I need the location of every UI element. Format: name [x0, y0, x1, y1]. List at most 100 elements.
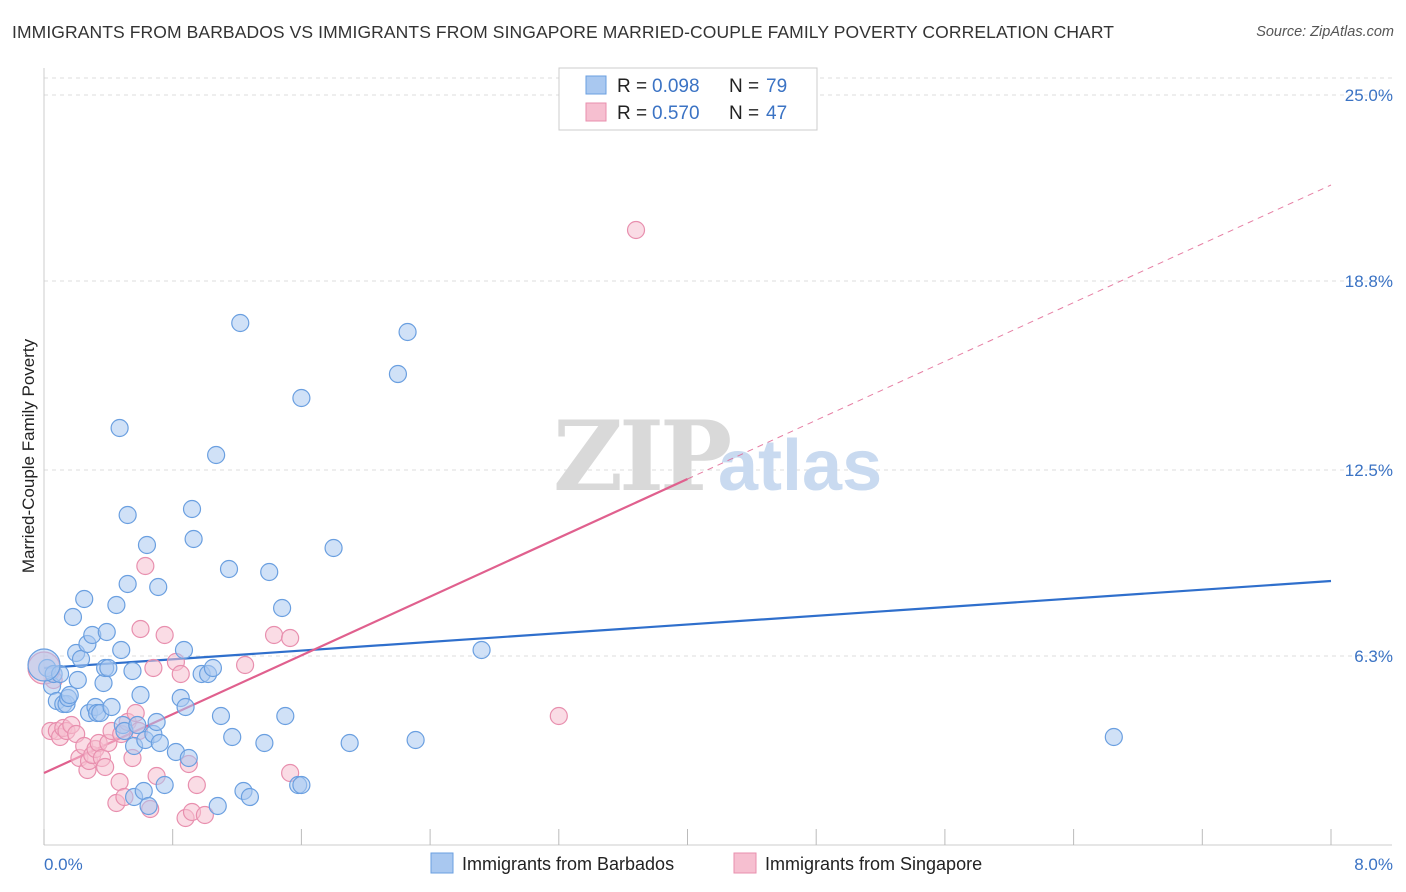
barbados-point: [207, 445, 226, 465]
axes: [43, 68, 1392, 846]
barbados-point: [179, 748, 198, 768]
singapore-point: [626, 220, 646, 240]
singapore-point: [187, 775, 206, 795]
legend-n-label-singapore: N =: [729, 103, 759, 124]
barbados-point: [208, 796, 227, 816]
watermark-atlas: atlas: [718, 426, 882, 506]
singapore-point: [171, 664, 190, 684]
singapore-point: [195, 805, 214, 825]
barbados-point: [128, 715, 147, 735]
legend-r-value-barbados: 0.098: [652, 76, 700, 97]
barbados-point: [255, 733, 274, 753]
legend-swatch-singapore: [585, 102, 607, 122]
singapore-point: [136, 556, 155, 576]
barbados-point: [147, 712, 166, 732]
legend-swatch-barbados: [585, 75, 607, 95]
barbados-point: [472, 640, 491, 660]
legend-n-value-barbados: 79: [766, 76, 787, 97]
x-ticks: [43, 829, 1332, 845]
barbados-point: [240, 787, 260, 807]
barbados-point: [139, 796, 158, 816]
x-tick-label-min: 0.0%: [44, 855, 83, 874]
barbados-point: [388, 364, 408, 384]
singapore-point: [131, 619, 150, 639]
y-tick-label: 25.0%: [1345, 86, 1393, 105]
singapore-point: [144, 658, 163, 678]
bottom-legend-swatch-singapore: [733, 852, 757, 874]
bottom-legend: Immigrants from Barbados Immigrants from…: [430, 852, 982, 874]
top-legend: R = 0.098 N = 79 R = 0.570 N = 47: [558, 67, 818, 131]
barbados-point: [223, 727, 242, 747]
barbados-point: [112, 640, 131, 660]
barbados-point: [134, 781, 153, 801]
barbados-point: [184, 529, 203, 549]
barbados-point: [1104, 727, 1123, 747]
barbados-point: [340, 733, 359, 753]
barbados-point: [219, 559, 239, 579]
barbados-point: [292, 775, 311, 795]
barbados-point: [123, 661, 142, 681]
barbados-point: [150, 733, 169, 753]
y-tick-label: 12.5%: [1345, 461, 1393, 480]
barbados-point: [155, 775, 174, 795]
barbados-point: [68, 670, 87, 690]
barbados-point: [176, 697, 195, 717]
barbados-point: [272, 598, 292, 618]
barbados-point: [118, 574, 137, 594]
barbados-point: [260, 562, 279, 582]
barbados-point: [211, 706, 231, 726]
barbados-point: [174, 640, 194, 660]
barbados-point: [276, 706, 295, 726]
bottom-legend-label-barbados: Immigrants from Barbados: [462, 854, 674, 874]
bottom-legend-swatch-barbados: [430, 852, 454, 874]
y-tick-label: 6.3%: [1354, 647, 1393, 666]
barbados-point: [75, 589, 94, 609]
barbados-point: [110, 418, 129, 438]
barbados-point: [94, 673, 113, 693]
barbados-point: [406, 730, 425, 750]
barbados-point: [118, 505, 137, 525]
source-label: Source: ZipAtlas.com: [1256, 24, 1394, 40]
barbados-point: [292, 388, 311, 408]
legend-r-label-barbados: R =: [617, 76, 647, 97]
singapore-point: [155, 625, 174, 645]
legend-r-label-singapore: R =: [617, 103, 647, 124]
barbados-point: [63, 607, 83, 627]
barbados-point: [107, 595, 126, 615]
barbados-point: [99, 658, 118, 678]
singapore-point: [110, 772, 129, 792]
barbados-point: [231, 313, 250, 333]
barbados-point: [149, 577, 168, 597]
trend-lines: [43, 184, 1332, 775]
singapore-point: [235, 655, 255, 675]
barbados-point: [137, 535, 157, 555]
barbados-point: [71, 649, 91, 669]
barbados-point: [398, 322, 417, 342]
singapore-point: [264, 625, 284, 645]
barbados-point: [27, 648, 61, 682]
singapore-point: [549, 706, 568, 726]
bottom-legend-label-singapore: Immigrants from Singapore: [765, 854, 982, 874]
watermark: ZIP atlas: [553, 400, 882, 513]
grid-lines: [44, 77, 1392, 657]
x-tick-label-max: 8.0%: [1354, 855, 1393, 874]
watermark-zip: ZIP: [553, 400, 730, 513]
chart-title: IMMIGRANTS FROM BARBADOS VS IMMIGRANTS F…: [12, 22, 1115, 42]
singapore-point: [281, 628, 300, 648]
legend-n-label-barbados: N =: [729, 76, 759, 97]
singapore-trend-extension: [687, 184, 1332, 480]
barbados-point: [102, 697, 121, 717]
barbados-point: [182, 499, 202, 519]
barbados-point: [60, 685, 79, 705]
barbados-point: [97, 622, 116, 642]
barbados-point: [131, 685, 150, 705]
y-axis-label: Married-Couple Family Poverty: [19, 338, 38, 573]
legend-n-value-singapore: 47: [766, 103, 787, 124]
barbados-trend-line: [43, 579, 1332, 670]
barbados-points: [27, 313, 1123, 816]
y-tick-label: 18.8%: [1345, 272, 1393, 291]
y-tick-labels: 6.3% 12.5% 18.8% 25.0%: [1345, 86, 1393, 666]
legend-r-value-singapore: 0.570: [652, 103, 700, 124]
barbados-point: [324, 538, 343, 558]
